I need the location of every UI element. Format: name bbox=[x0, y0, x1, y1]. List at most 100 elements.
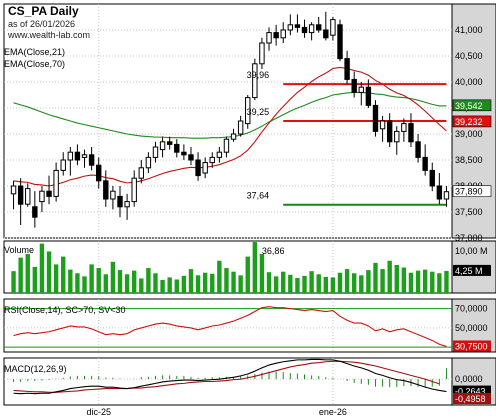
volume-bar bbox=[139, 278, 144, 293]
candle-body bbox=[344, 58, 350, 80]
legend-ema21: EMA(Close,21) bbox=[4, 47, 65, 57]
volume-bar bbox=[302, 275, 307, 293]
panel-2 bbox=[3, 298, 453, 353]
candle-body bbox=[394, 130, 400, 143]
volume-bar bbox=[110, 261, 116, 293]
volume-bar bbox=[153, 273, 158, 293]
source-watermark: www.wealth-lab.com bbox=[7, 30, 90, 40]
rsi-line bbox=[13, 306, 447, 347]
candle-body bbox=[39, 190, 45, 203]
candle-body bbox=[301, 26, 308, 34]
candle-body bbox=[294, 24, 301, 28]
volume-bar bbox=[373, 262, 378, 293]
volume-bar bbox=[281, 271, 286, 293]
volume-bar bbox=[401, 267, 407, 293]
candle-body bbox=[436, 185, 443, 200]
volume-bar bbox=[330, 277, 336, 293]
candle-body bbox=[372, 104, 379, 132]
legend-ema70: EMA(Close,70) bbox=[4, 59, 65, 69]
candle-body bbox=[351, 78, 357, 93]
volume-bar bbox=[351, 273, 357, 293]
volume-bar bbox=[89, 264, 94, 293]
macd-title: MACD(12,26,9) bbox=[4, 364, 67, 374]
volume-bar bbox=[146, 268, 151, 293]
volume-bar bbox=[18, 257, 23, 293]
price-tick-label: 37,000 bbox=[455, 233, 483, 243]
volume-bar bbox=[167, 277, 172, 293]
volume-bar bbox=[217, 260, 222, 293]
volume-bar bbox=[202, 272, 208, 293]
volume-tick-label: 10,00 M bbox=[455, 246, 488, 256]
price-tick-label: 38,500 bbox=[455, 155, 483, 165]
rsi-tag-label: 30,7500 bbox=[455, 341, 488, 351]
rsi-title: RSI(Close,14), SC>70, SV<30 bbox=[4, 305, 126, 315]
volume-bar bbox=[82, 276, 87, 293]
ema21-line bbox=[13, 66, 447, 187]
candle-body bbox=[181, 151, 187, 156]
macd-signal-line bbox=[13, 360, 440, 393]
candle-body bbox=[202, 162, 208, 174]
volume-bar bbox=[181, 275, 187, 293]
volume-bar bbox=[366, 270, 371, 293]
macd-tag-box bbox=[453, 385, 491, 397]
price-tag-label: 39,232 bbox=[455, 117, 483, 127]
volume-annotation: 36,86 bbox=[262, 246, 285, 256]
candle-body bbox=[415, 141, 421, 158]
candle-body bbox=[358, 86, 364, 93]
volume-bar bbox=[124, 274, 130, 293]
candle-body bbox=[252, 63, 258, 99]
macd-tick-label: 0,0000 bbox=[455, 374, 483, 384]
candle-body bbox=[429, 169, 435, 187]
volume-bar bbox=[344, 269, 350, 293]
date-tick-label: dic-25 bbox=[86, 407, 111, 417]
candle-body bbox=[365, 86, 372, 106]
volume-bar bbox=[245, 256, 250, 293]
volume-bar bbox=[224, 268, 229, 293]
candle-body bbox=[74, 151, 81, 161]
volume-bar bbox=[266, 272, 272, 293]
volume-bar bbox=[195, 275, 201, 293]
level-label: 37,64 bbox=[247, 191, 270, 201]
candle-body bbox=[230, 133, 237, 140]
volume-bar bbox=[437, 273, 442, 293]
price-tag-box bbox=[452, 99, 492, 112]
candle-body bbox=[323, 29, 329, 39]
candle-body bbox=[53, 169, 59, 197]
volume-bar bbox=[422, 269, 428, 293]
volume-bar bbox=[210, 273, 215, 293]
candle-body bbox=[145, 156, 152, 169]
candle-body bbox=[273, 32, 279, 39]
volume-bar bbox=[408, 272, 414, 293]
candle-body bbox=[60, 159, 66, 171]
candle-body bbox=[287, 24, 294, 31]
candle-body bbox=[443, 191, 450, 200]
candle-body bbox=[88, 154, 95, 166]
macd-line bbox=[13, 358, 447, 395]
volume-bar bbox=[359, 275, 364, 293]
macd-tag-box bbox=[453, 393, 491, 404]
volume-bar bbox=[394, 264, 399, 293]
volume-bar bbox=[444, 270, 449, 293]
candle-body bbox=[209, 156, 215, 164]
volume-bar bbox=[117, 270, 123, 293]
volume-bar bbox=[75, 273, 80, 293]
level-label: 39,25 bbox=[247, 107, 270, 117]
volume-bar bbox=[273, 276, 279, 293]
volume-bar bbox=[380, 269, 385, 293]
volume-bar bbox=[96, 268, 101, 293]
candle-body bbox=[117, 195, 123, 208]
volume-bar bbox=[11, 271, 16, 293]
rsi-tick-label: 50,0000 bbox=[455, 323, 488, 333]
volume-bar bbox=[309, 271, 314, 293]
candle-body bbox=[46, 190, 52, 197]
price-tag-box bbox=[452, 185, 492, 198]
candle-body bbox=[103, 180, 109, 200]
candle-body bbox=[316, 24, 322, 31]
candle-body bbox=[379, 120, 386, 130]
candle-body bbox=[188, 154, 194, 161]
volume-bar bbox=[174, 279, 179, 293]
candle-body bbox=[96, 164, 102, 182]
panel-3 bbox=[3, 357, 453, 406]
candle-body bbox=[330, 19, 336, 36]
